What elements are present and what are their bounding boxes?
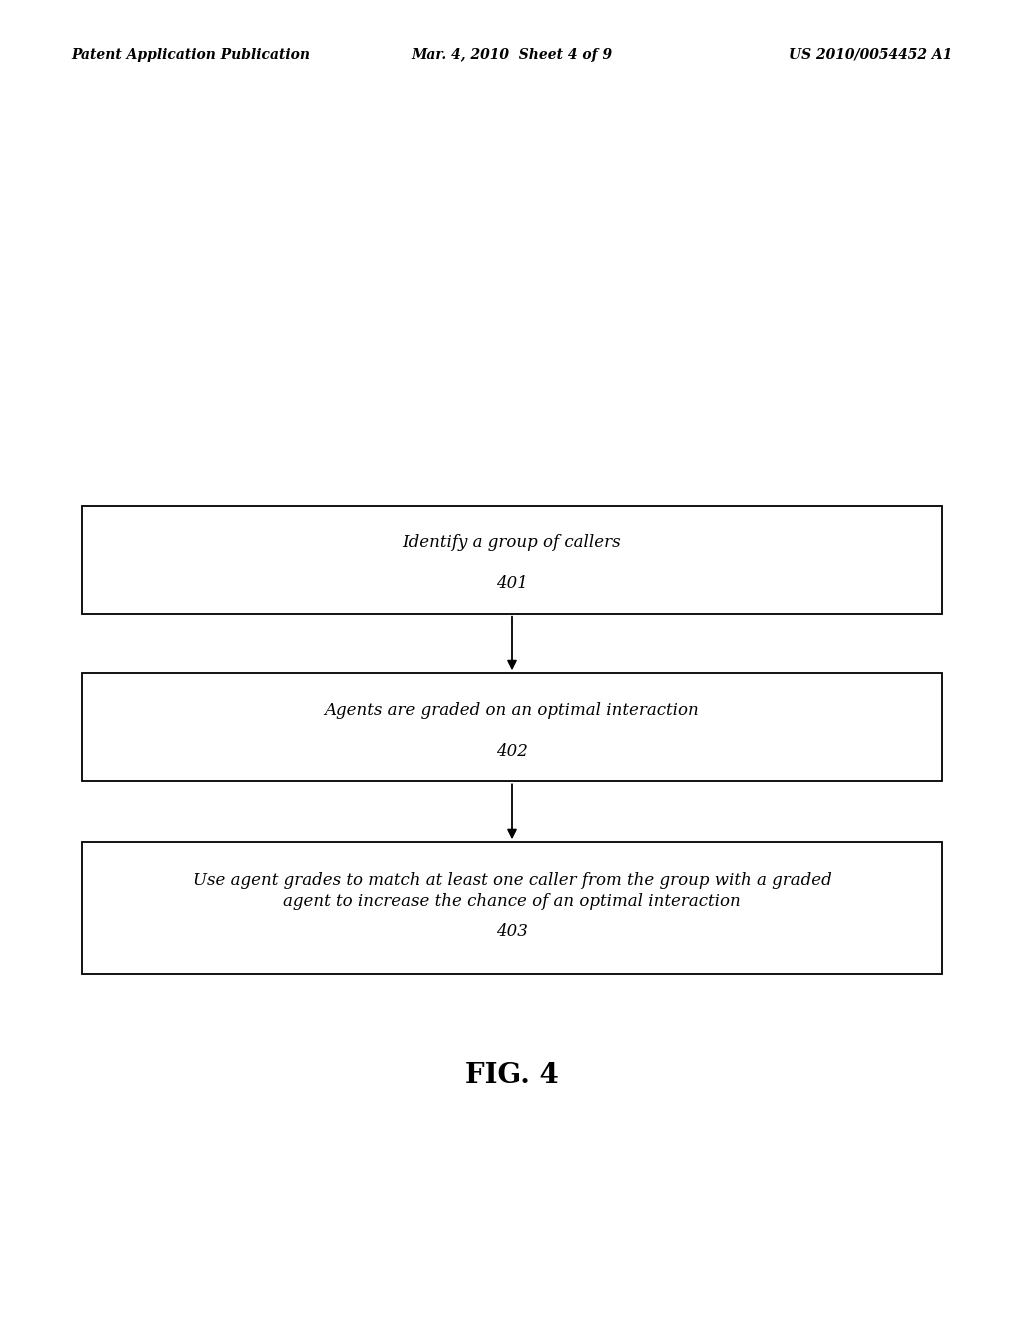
Text: 401: 401 (496, 576, 528, 591)
FancyBboxPatch shape (82, 673, 942, 781)
FancyBboxPatch shape (82, 506, 942, 614)
Text: Use agent grades to match at least one caller from the group with a graded
agent: Use agent grades to match at least one c… (193, 873, 831, 909)
Text: 403: 403 (496, 924, 528, 940)
Text: Agents are graded on an optimal interaction: Agents are graded on an optimal interact… (325, 702, 699, 718)
Text: US 2010/0054452 A1: US 2010/0054452 A1 (790, 48, 952, 62)
Text: FIG. 4: FIG. 4 (465, 1063, 559, 1089)
Text: Patent Application Publication: Patent Application Publication (72, 48, 310, 62)
FancyBboxPatch shape (82, 842, 942, 974)
Text: 402: 402 (496, 743, 528, 759)
Text: Identify a group of callers: Identify a group of callers (402, 535, 622, 550)
Text: Mar. 4, 2010  Sheet 4 of 9: Mar. 4, 2010 Sheet 4 of 9 (412, 48, 612, 62)
